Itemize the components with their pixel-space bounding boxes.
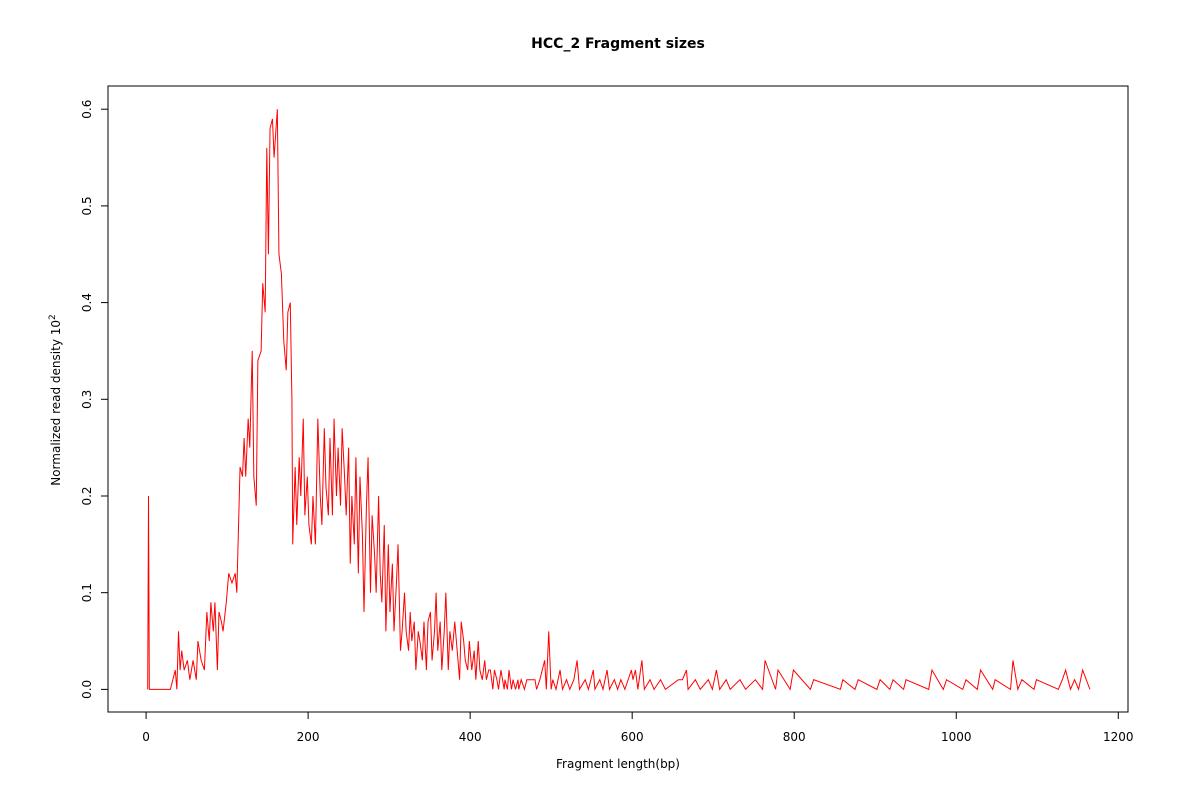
y-label-exponent: 2 (48, 314, 58, 320)
x-tick-label: 800 (783, 730, 806, 744)
x-tick-label: 200 (297, 730, 320, 744)
y-axis-label: Normalized read density 102 (48, 314, 63, 486)
y-tick-label: 0.1 (80, 583, 94, 602)
y-tick-label: 0.3 (80, 390, 94, 409)
y-tick-label: 0.0 (80, 680, 94, 699)
y-label-text: Normalized read density 10 (49, 320, 63, 486)
chart-title: HCC_2 Fragment sizes (531, 36, 705, 52)
y-tick-label: 0.6 (80, 100, 94, 119)
x-tick-label: 1200 (1103, 730, 1134, 744)
y-tick-label: 0.4 (80, 293, 94, 312)
x-axis-label: Fragment length(bp) (556, 757, 680, 771)
plot-frame (107, 85, 1129, 713)
data-line (147, 109, 1091, 692)
x-tick-label: 0 (142, 730, 150, 744)
x-tick-label: 600 (621, 730, 644, 744)
x-tick-label: 1000 (941, 730, 972, 744)
y-tick-label: 0.5 (80, 196, 94, 215)
y-tick-label: 0.2 (80, 486, 94, 505)
x-tick-label: 400 (459, 730, 482, 744)
